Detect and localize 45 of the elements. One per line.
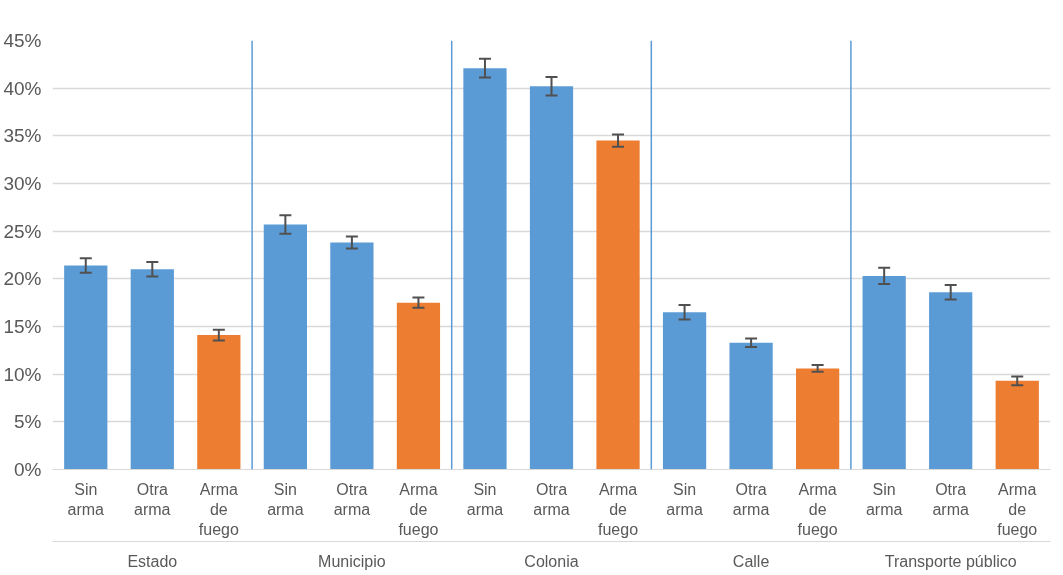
bar	[862, 275, 906, 470]
y-tick-label: 10%	[3, 363, 42, 385]
text: Estado	[127, 552, 178, 570]
bar	[662, 312, 707, 470]
y-tick-label: 45%	[3, 30, 42, 51]
y-tick-label: 35%	[3, 125, 42, 147]
bar	[929, 292, 973, 470]
bar	[263, 224, 307, 470]
bar	[396, 302, 441, 470]
bar	[596, 140, 640, 470]
x-tick-label: Arma de fuego	[198, 480, 239, 539]
y-tick-label: 15%	[3, 316, 42, 337]
bar	[330, 242, 374, 470]
text: Transporte público	[884, 552, 1017, 570]
x-tick-label: Otra arma	[932, 480, 970, 518]
y-tick-label: 30%	[3, 173, 42, 194]
text: Colonia	[524, 552, 579, 570]
y-tick-label: 5%	[14, 411, 42, 433]
x-tick-label: Sin arma	[67, 480, 105, 518]
x-tick-label: Sin arma	[666, 480, 703, 518]
x-tick-label: Sin arma	[267, 480, 304, 518]
bar	[64, 265, 108, 470]
y-tick-label: 0%	[14, 459, 42, 480]
bar	[130, 269, 174, 470]
text: Municipio	[318, 552, 386, 570]
x-tick-label: Otra arma	[134, 480, 171, 518]
x-tick-label: Sin arma	[466, 480, 504, 518]
x-tick-label: Otra arma	[533, 480, 570, 518]
bar	[995, 380, 1039, 470]
y-tick-label: 25%	[3, 220, 42, 242]
bar	[197, 335, 241, 470]
bar	[729, 342, 773, 470]
x-tick-label: Otra arma	[333, 480, 371, 518]
y-tick-label: 20%	[3, 268, 42, 290]
x-tick-label: Sin arma	[865, 480, 903, 518]
x-tick-label: Otra arma	[732, 480, 770, 518]
y-tick-label: 40%	[3, 77, 42, 99]
x-tick-label: Arma de fuego	[598, 480, 639, 539]
x-tick-label: Arma de fuego	[797, 480, 838, 539]
bar	[463, 68, 507, 470]
x-tick-label: Arma de fuego	[398, 480, 439, 539]
bar	[796, 368, 840, 470]
x-tick-label: Arma de fuego	[997, 480, 1038, 539]
text: Calle	[732, 552, 770, 570]
bar	[529, 86, 574, 470]
